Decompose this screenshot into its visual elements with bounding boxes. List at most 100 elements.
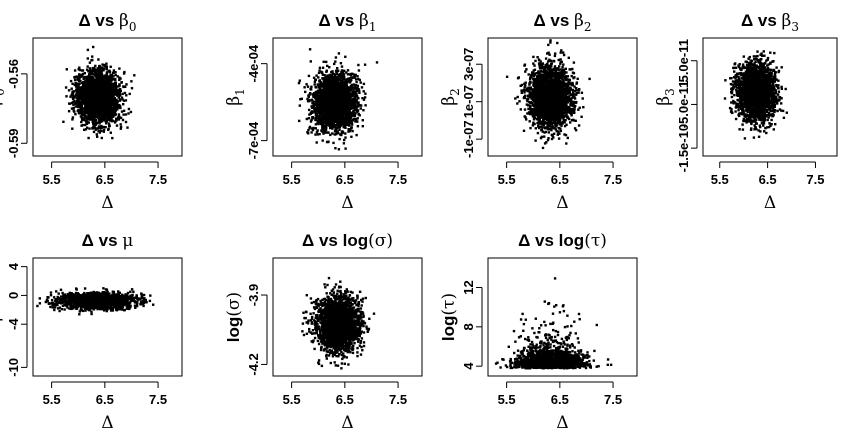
data-point — [114, 84, 116, 86]
data-point — [339, 85, 341, 87]
data-point — [93, 67, 95, 69]
data-point — [345, 71, 347, 73]
data-point — [333, 107, 335, 109]
data-point — [103, 113, 105, 115]
data-point — [114, 86, 116, 88]
data-point — [306, 118, 308, 120]
data-point — [310, 86, 312, 88]
data-point — [100, 130, 102, 132]
data-point — [93, 70, 95, 72]
data-point — [123, 86, 125, 88]
data-point — [110, 66, 112, 68]
data-point — [354, 112, 356, 114]
data-point — [325, 83, 327, 85]
title-text: Δ vs — [78, 11, 119, 30]
data-point — [349, 97, 351, 99]
data-point — [74, 69, 76, 71]
data-point — [336, 130, 338, 132]
data-point — [104, 119, 106, 121]
data-points — [62, 46, 135, 139]
data-point — [346, 120, 348, 122]
data-point — [102, 116, 104, 118]
data-point — [88, 108, 90, 110]
data-point — [338, 52, 340, 54]
data-point — [325, 92, 327, 94]
data-point — [84, 92, 86, 94]
data-point — [87, 49, 89, 51]
data-point — [328, 113, 330, 115]
data-point — [318, 107, 320, 109]
data-point — [68, 89, 70, 91]
data-point — [303, 86, 305, 88]
data-point — [315, 127, 317, 129]
data-point — [79, 102, 81, 104]
data-point — [325, 105, 327, 107]
data-point — [118, 113, 120, 115]
data-point — [345, 89, 347, 91]
data-point — [363, 83, 365, 85]
data-point — [332, 142, 334, 144]
data-point — [314, 119, 316, 121]
data-point — [130, 80, 132, 82]
data-point — [111, 113, 113, 115]
data-point — [334, 119, 336, 121]
data-point — [339, 93, 341, 95]
data-point — [125, 83, 127, 85]
data-point — [334, 147, 336, 149]
data-point — [316, 98, 318, 100]
data-point — [88, 73, 90, 75]
data-point — [94, 65, 96, 67]
data-point — [364, 104, 366, 106]
data-point — [113, 69, 115, 71]
data-point — [336, 117, 338, 119]
data-point — [98, 73, 100, 75]
data-point — [91, 55, 93, 57]
title-symbol: β — [359, 11, 369, 31]
data-point — [364, 64, 366, 66]
data-point — [357, 125, 359, 127]
data-point — [325, 129, 327, 131]
data-point — [105, 111, 107, 113]
title-subscript: 0 — [129, 20, 137, 34]
data-point — [119, 93, 121, 95]
data-point — [525, 68, 527, 70]
data-point — [354, 87, 356, 89]
data-point — [340, 62, 342, 64]
data-point — [333, 115, 335, 117]
data-point — [355, 81, 357, 83]
data-point — [339, 133, 341, 135]
data-point — [83, 84, 85, 86]
data-point — [118, 67, 120, 69]
data-point — [94, 91, 96, 93]
data-point — [71, 102, 73, 104]
data-point — [350, 112, 352, 114]
data-point — [362, 119, 364, 121]
data-point — [321, 96, 323, 98]
data-point — [343, 142, 345, 144]
data-point — [82, 124, 84, 126]
data-point — [328, 107, 330, 109]
data-point — [323, 61, 325, 63]
data-point — [120, 117, 122, 119]
data-point — [115, 92, 117, 94]
data-point — [350, 74, 352, 76]
data-point — [328, 79, 330, 81]
data-point — [308, 117, 310, 119]
data-point — [344, 81, 346, 83]
data-point — [83, 129, 85, 131]
title-symbol: β — [119, 11, 129, 31]
data-point — [355, 134, 357, 136]
data-point — [86, 80, 88, 82]
data-point — [115, 82, 117, 84]
data-point — [97, 113, 99, 115]
data-point — [68, 110, 70, 112]
data-point — [338, 126, 340, 128]
data-point — [87, 75, 89, 77]
data-point — [308, 100, 310, 102]
data-point — [317, 123, 319, 125]
data-point — [306, 98, 308, 100]
data-point — [336, 82, 338, 84]
data-point — [129, 93, 131, 95]
data-point — [353, 103, 355, 105]
